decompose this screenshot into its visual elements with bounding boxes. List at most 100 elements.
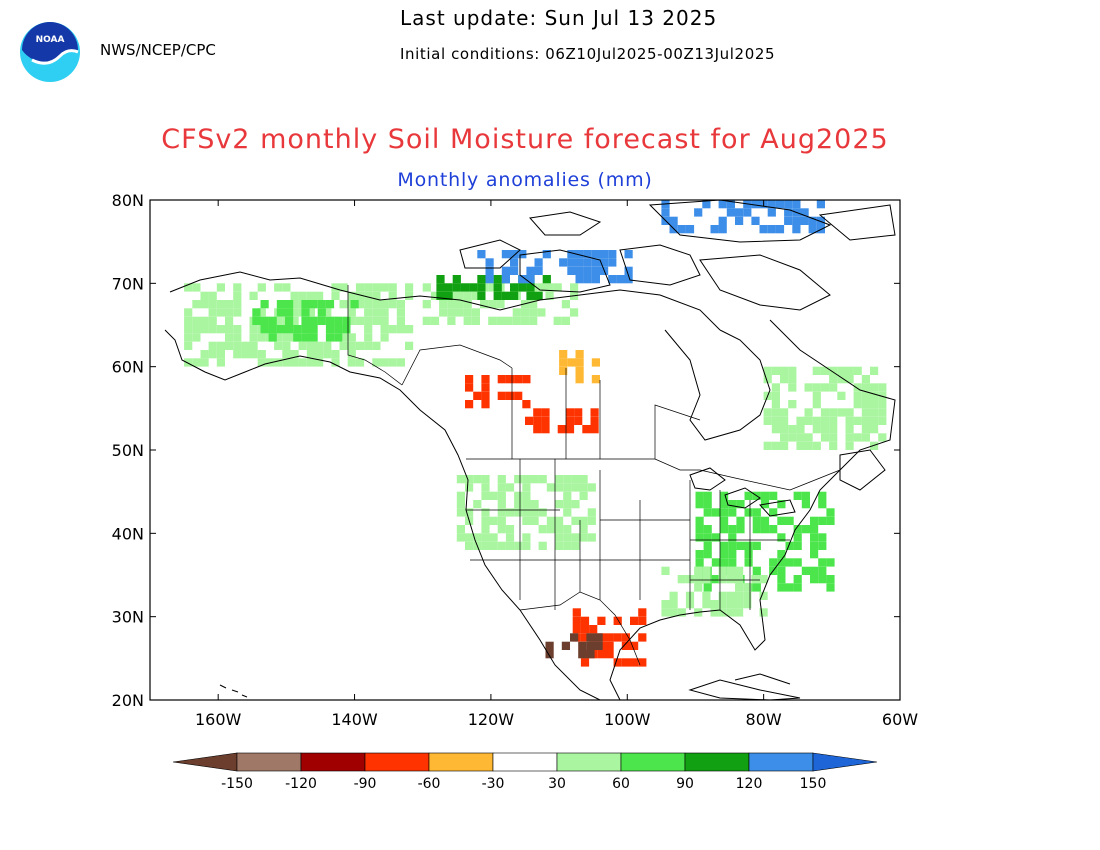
- anomaly-cell: [695, 516, 704, 525]
- anomaly-cell: [347, 316, 356, 325]
- anomaly-cell: [735, 575, 744, 584]
- anomaly-cell: [364, 341, 373, 350]
- anomaly-cell: [430, 316, 440, 325]
- anomaly-cell: [485, 266, 494, 275]
- anomaly-cell: [493, 283, 502, 292]
- anomaly-cell: [580, 658, 590, 667]
- latitude-axis: 80N 70N 60N 50N 40N 30N 20N: [112, 191, 900, 710]
- anomaly-cell: [323, 350, 332, 359]
- anomaly-cell: [812, 391, 821, 400]
- anomaly-cell: [252, 308, 261, 317]
- anomaly-cell: [290, 291, 299, 300]
- anomaly-cell: [853, 383, 862, 392]
- anomaly-cell: [702, 591, 711, 600]
- anomaly-cell: [763, 375, 772, 384]
- anomaly-cell: [514, 375, 523, 384]
- anomaly-cell: [575, 258, 584, 267]
- anomaly-cell: [465, 541, 474, 550]
- anomaly-cell: [801, 525, 810, 534]
- anomaly-cell: [788, 400, 797, 409]
- anomaly-cell: [456, 475, 465, 484]
- anomaly-cell: [563, 541, 572, 550]
- anomaly-cell: [703, 508, 712, 517]
- arctic-island-outline: [648, 200, 832, 243]
- anomaly-cell: [298, 358, 307, 367]
- anomaly-cell: [276, 300, 285, 309]
- anomaly-cell: [878, 383, 887, 392]
- anomaly-cell: [497, 475, 506, 484]
- anomaly-cell: [456, 508, 465, 517]
- anomaly-cell: [735, 583, 744, 592]
- anomaly-cell: [331, 358, 340, 367]
- anomaly-cell: [571, 533, 580, 542]
- anomaly-cell: [282, 283, 291, 292]
- anomaly-cell: [579, 491, 588, 500]
- anomaly-cell: [388, 283, 397, 292]
- anomaly-cell: [505, 508, 515, 517]
- anomaly-cell: [800, 208, 809, 217]
- anomaly-cell: [526, 283, 535, 292]
- anomaly-cell: [514, 508, 523, 517]
- anomaly-cell: [567, 258, 576, 267]
- lat-tick-label: 70N: [112, 274, 144, 293]
- anomaly-cell: [200, 291, 209, 300]
- anomaly-cell: [600, 258, 609, 267]
- anomaly-cell: [555, 475, 564, 484]
- anomaly-cell: [788, 366, 797, 375]
- anomaly-cell: [465, 375, 474, 384]
- anomaly-cell: [488, 300, 497, 309]
- colorbar-swatch: [556, 752, 622, 772]
- anomaly-cell: [726, 566, 735, 575]
- anomaly-cell: [260, 325, 269, 334]
- anomaly-cell: [323, 308, 332, 317]
- anomaly-cell: [677, 575, 686, 584]
- anomaly-cell: [728, 500, 737, 509]
- anomaly-cell: [718, 591, 727, 600]
- anomaly-cell: [793, 558, 802, 567]
- anomaly-cell: [290, 308, 299, 317]
- anomaly-cell: [347, 308, 356, 317]
- anomaly-cell: [325, 300, 335, 309]
- anomaly-cell: [200, 300, 209, 309]
- anomaly-cell: [530, 475, 539, 484]
- colorbar-arrow-low: [172, 752, 238, 772]
- anomaly-cell: [785, 541, 794, 550]
- anomaly-cell: [522, 516, 531, 525]
- colorbar-swatch: [492, 752, 558, 772]
- anomaly-cell: [200, 316, 209, 325]
- anomaly-cell: [274, 283, 283, 292]
- anomaly-cell: [249, 333, 258, 342]
- anomaly-cell: [591, 375, 600, 384]
- anomaly-cell: [545, 291, 554, 300]
- anomaly-cell: [298, 291, 307, 300]
- anomaly-cell: [430, 291, 440, 300]
- lat-tick-label: 40N: [112, 524, 144, 543]
- anomaly-cell: [364, 291, 373, 300]
- anomaly-cell: [323, 341, 332, 350]
- anomaly-cell: [728, 533, 737, 542]
- anomaly-cell: [579, 483, 588, 492]
- anomaly-cell: [624, 266, 633, 275]
- anomaly-cell: [590, 408, 599, 417]
- anomaly-cell: [334, 316, 343, 325]
- anomaly-cell: [763, 441, 772, 450]
- anomaly-cell: [580, 616, 590, 625]
- anomaly-cell: [771, 400, 780, 409]
- anomaly-cell: [233, 325, 242, 334]
- anomaly-cell: [504, 316, 513, 325]
- anomaly-cell: [669, 608, 678, 617]
- last-update-text: Last update: Sun Jul 13 2025: [400, 6, 718, 30]
- anomaly-cell: [780, 366, 789, 375]
- anomaly-cell: [518, 250, 527, 259]
- anomaly-cell: [510, 283, 519, 292]
- anomaly-cell: [233, 291, 242, 300]
- anomaly-cell: [317, 316, 326, 325]
- anomaly-cell: [520, 316, 530, 325]
- anomaly-cell: [826, 558, 835, 567]
- anomaly-cell: [396, 325, 405, 334]
- anomaly-cell: [563, 525, 572, 534]
- colorbar-label: -30: [482, 776, 505, 792]
- anomaly-cell: [216, 283, 225, 292]
- anomaly-cell: [771, 383, 780, 392]
- anomaly-cell: [339, 300, 348, 309]
